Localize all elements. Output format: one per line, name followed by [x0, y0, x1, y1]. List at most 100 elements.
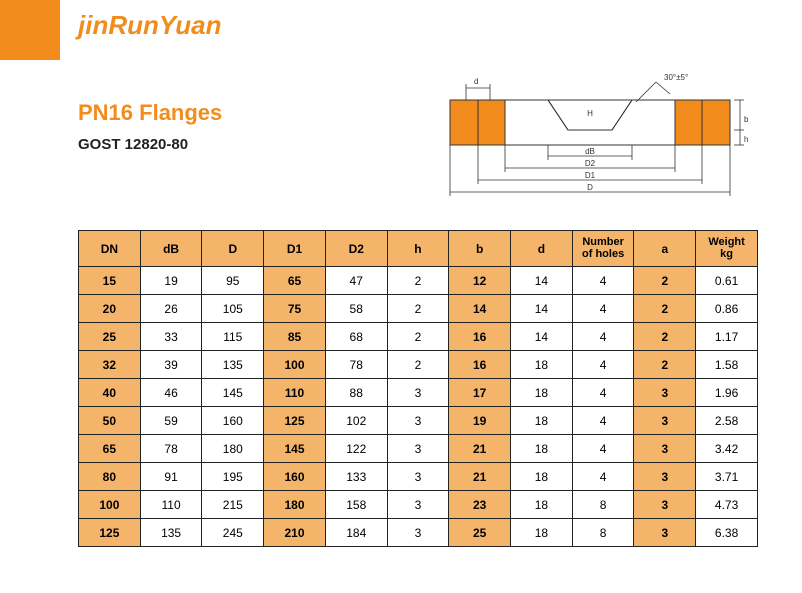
table-cell: 110	[140, 491, 202, 519]
table-cell: 8	[572, 519, 634, 547]
table-cell: 65	[264, 267, 326, 295]
table-cell: 3.42	[696, 435, 758, 463]
diagram-label-D2: D2	[585, 159, 596, 168]
table-cell: 3	[387, 407, 449, 435]
table-cell: 3	[387, 463, 449, 491]
diagram-label-b: b	[744, 115, 749, 124]
table-cell: 4	[572, 267, 634, 295]
diagram-label-D: D	[587, 183, 593, 192]
table-cell: 2	[634, 295, 696, 323]
table-cell: 3	[387, 491, 449, 519]
table-cell: 85	[264, 323, 326, 351]
table-cell: 125	[79, 519, 141, 547]
diagram-label-angle: 30°±5°	[664, 73, 688, 82]
diagram-label-d: d	[474, 77, 478, 86]
table-cell: 91	[140, 463, 202, 491]
table-cell: 195	[202, 463, 264, 491]
table-cell: 21	[449, 463, 511, 491]
table-row: 2533115856821614421.17	[79, 323, 758, 351]
table-cell: 180	[202, 435, 264, 463]
table-header-cell: a	[634, 231, 696, 267]
accent-block	[0, 0, 60, 60]
table-header-cell: D2	[325, 231, 387, 267]
table-cell: 1.17	[696, 323, 758, 351]
table-cell: 18	[511, 407, 573, 435]
title-block: PN16 Flanges GOST 12820-80	[78, 100, 222, 153]
table-header-cell: h	[387, 231, 449, 267]
flange-table: DNdBDD1D2hbdNumberof holesaWeightkg 1519…	[78, 230, 758, 547]
table-cell: 65	[79, 435, 141, 463]
table-cell: 1.96	[696, 379, 758, 407]
diagram-label-H: H	[587, 109, 593, 118]
table-cell: 80	[79, 463, 141, 491]
table-cell: 2	[387, 267, 449, 295]
table-cell: 102	[325, 407, 387, 435]
table-cell: 3	[634, 407, 696, 435]
table-cell: 4	[572, 407, 634, 435]
table-cell: 135	[140, 519, 202, 547]
table-cell: 3	[634, 519, 696, 547]
table-cell: 2	[634, 323, 696, 351]
table-cell: 47	[325, 267, 387, 295]
table-cell: 40	[79, 379, 141, 407]
table-cell: 46	[140, 379, 202, 407]
table-cell: 100	[264, 351, 326, 379]
table-header-cell: DN	[79, 231, 141, 267]
table-cell: 95	[202, 267, 264, 295]
table-cell: 3.71	[696, 463, 758, 491]
table-cell: 23	[449, 491, 511, 519]
table-cell: 14	[511, 295, 573, 323]
table-cell: 15	[79, 267, 141, 295]
table-row: 657818014512232118433.42	[79, 435, 758, 463]
table-cell: 180	[264, 491, 326, 519]
table-cell: 14	[449, 295, 511, 323]
table-cell: 4	[572, 351, 634, 379]
table-cell: 145	[264, 435, 326, 463]
table-row: 12513524521018432518836.38	[79, 519, 758, 547]
table-cell: 18	[511, 519, 573, 547]
table-cell: 2	[387, 323, 449, 351]
table-cell: 78	[140, 435, 202, 463]
table-cell: 145	[202, 379, 264, 407]
table-cell: 25	[79, 323, 141, 351]
table-cell: 17	[449, 379, 511, 407]
table-cell: 3	[387, 379, 449, 407]
table-cell: 4	[572, 295, 634, 323]
table-cell: 25	[449, 519, 511, 547]
table-cell: 2	[634, 267, 696, 295]
table-cell: 26	[140, 295, 202, 323]
table-cell: 19	[449, 407, 511, 435]
table-cell: 19	[140, 267, 202, 295]
table-row: 10011021518015832318834.73	[79, 491, 758, 519]
table-body: 151995654721214420.612026105755821414420…	[79, 267, 758, 547]
table-row: 2026105755821414420.86	[79, 295, 758, 323]
table-row: 809119516013332118433.71	[79, 463, 758, 491]
table-row: 40461451108831718431.96	[79, 379, 758, 407]
table-cell: 50	[79, 407, 141, 435]
table-cell: 18	[511, 379, 573, 407]
table-cell: 39	[140, 351, 202, 379]
table-cell: 18	[511, 351, 573, 379]
table-cell: 2	[387, 351, 449, 379]
table-cell: 115	[202, 323, 264, 351]
table-cell: 135	[202, 351, 264, 379]
table-header-cell: Weightkg	[696, 231, 758, 267]
table-cell: 16	[449, 323, 511, 351]
table-cell: 68	[325, 323, 387, 351]
table-cell: 160	[264, 463, 326, 491]
table-header-row: DNdBDD1D2hbdNumberof holesaWeightkg	[79, 231, 758, 267]
page-subtitle: GOST 12820-80	[78, 136, 222, 153]
diagram-label-h-right: h	[744, 135, 748, 144]
table-cell: 32	[79, 351, 141, 379]
table-cell: 12	[449, 267, 511, 295]
table-cell: 18	[511, 435, 573, 463]
table-header-cell: dB	[140, 231, 202, 267]
table-cell: 33	[140, 323, 202, 351]
table-cell: 18	[511, 491, 573, 519]
table-cell: 158	[325, 491, 387, 519]
table-cell: 75	[264, 295, 326, 323]
table-cell: 210	[264, 519, 326, 547]
table-cell: 18	[511, 463, 573, 491]
table-cell: 0.86	[696, 295, 758, 323]
table-cell: 160	[202, 407, 264, 435]
